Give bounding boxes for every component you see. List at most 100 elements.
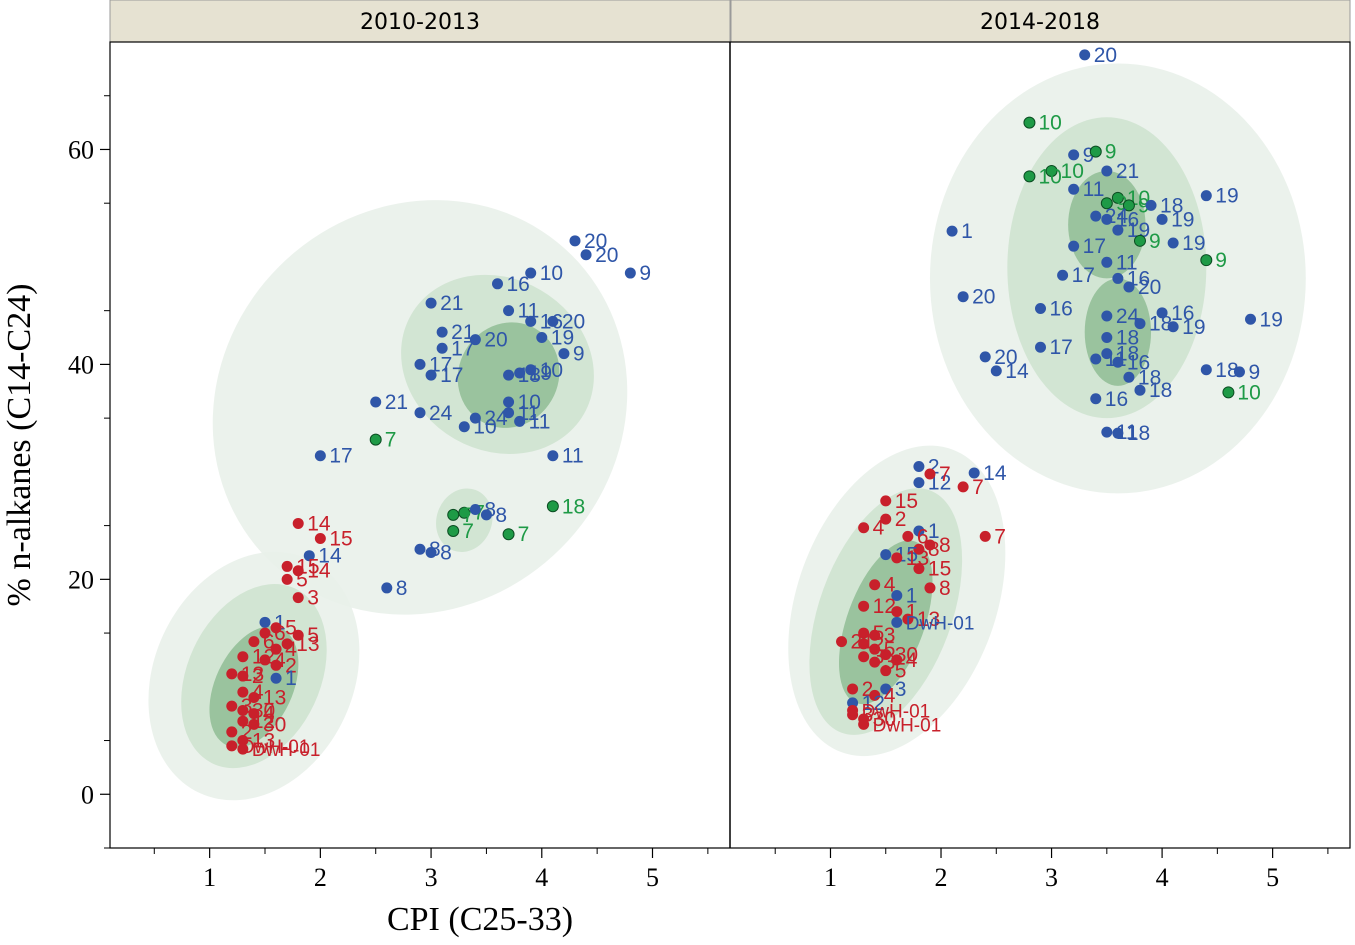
- data-point-red[interactable]: [226, 700, 238, 712]
- data-point-green[interactable]: [546, 500, 559, 513]
- data-point-blue[interactable]: [1167, 237, 1179, 249]
- data-point-red[interactable]: [248, 708, 260, 720]
- data-point-blue[interactable]: [1101, 256, 1113, 268]
- data-point-blue[interactable]: [1134, 318, 1146, 330]
- data-point-red[interactable]: [858, 600, 870, 612]
- data-point-blue[interactable]: [1156, 307, 1168, 319]
- data-point-blue[interactable]: [1123, 281, 1135, 293]
- data-point-blue[interactable]: [1079, 49, 1091, 61]
- data-point-blue[interactable]: [880, 683, 892, 695]
- data-point-blue[interactable]: [414, 358, 426, 370]
- data-point-red[interactable]: [226, 668, 238, 680]
- data-point-red[interactable]: [237, 715, 249, 727]
- data-point-green[interactable]: [1133, 234, 1146, 247]
- data-point-red[interactable]: [869, 656, 881, 668]
- data-point-red[interactable]: [979, 530, 991, 542]
- data-point-blue[interactable]: [880, 549, 892, 561]
- data-point-red[interactable]: [259, 627, 271, 639]
- data-point-red[interactable]: [248, 636, 260, 648]
- data-point-red[interactable]: [836, 636, 848, 648]
- data-point-blue[interactable]: [469, 334, 481, 346]
- data-point-blue[interactable]: [1245, 313, 1257, 325]
- data-point-red[interactable]: [259, 654, 271, 666]
- data-point-blue[interactable]: [990, 365, 1002, 377]
- data-point-blue[interactable]: [957, 291, 969, 303]
- data-point-green[interactable]: [1045, 164, 1058, 177]
- data-point-blue[interactable]: [525, 364, 537, 376]
- data-point-red[interactable]: [891, 654, 903, 666]
- data-point-blue[interactable]: [1167, 321, 1179, 333]
- data-point-red[interactable]: [891, 606, 903, 618]
- data-point-red[interactable]: [237, 704, 249, 716]
- data-point-red[interactable]: [858, 522, 870, 534]
- data-point-blue[interactable]: [1101, 348, 1113, 360]
- data-point-blue[interactable]: [503, 396, 515, 408]
- data-point-blue[interactable]: [1123, 371, 1135, 383]
- data-point-blue[interactable]: [979, 351, 991, 363]
- data-point-blue[interactable]: [480, 509, 492, 521]
- data-point-blue[interactable]: [259, 616, 271, 628]
- data-point-blue[interactable]: [303, 550, 315, 562]
- data-point-red[interactable]: [270, 643, 282, 655]
- data-point-green[interactable]: [1111, 191, 1124, 204]
- data-point-blue[interactable]: [425, 369, 437, 381]
- data-point-blue[interactable]: [1112, 224, 1124, 236]
- data-point-blue[interactable]: [946, 225, 958, 237]
- data-point-red[interactable]: [847, 704, 859, 716]
- data-point-red[interactable]: [913, 563, 925, 575]
- data-point-blue[interactable]: [1035, 341, 1046, 353]
- data-point-red[interactable]: [292, 565, 304, 577]
- data-point-blue[interactable]: [580, 249, 592, 261]
- data-point-blue[interactable]: [1090, 210, 1102, 222]
- data-point-blue[interactable]: [370, 396, 382, 408]
- data-point-red[interactable]: [957, 481, 969, 493]
- data-point-red[interactable]: [869, 629, 881, 641]
- data-point-blue[interactable]: [503, 407, 515, 419]
- data-point-green[interactable]: [447, 524, 460, 537]
- data-point-blue[interactable]: [1233, 366, 1245, 378]
- data-point-red[interactable]: [237, 670, 249, 682]
- data-point-red[interactable]: [858, 651, 870, 663]
- data-point-blue[interactable]: [458, 421, 470, 433]
- data-point-red[interactable]: [314, 532, 326, 544]
- data-point-blue[interactable]: [1101, 165, 1113, 177]
- data-point-blue[interactable]: [1156, 213, 1168, 225]
- data-point-blue[interactable]: [558, 348, 570, 360]
- data-point-red[interactable]: [880, 513, 892, 525]
- data-point-blue[interactable]: [436, 326, 448, 338]
- data-point-green[interactable]: [1222, 386, 1235, 399]
- data-point-blue[interactable]: [469, 503, 481, 515]
- data-point-red[interactable]: [880, 495, 892, 507]
- data-point-blue[interactable]: [536, 332, 548, 344]
- data-point-blue[interactable]: [891, 616, 903, 628]
- data-point-blue[interactable]: [1134, 384, 1146, 396]
- data-point-red[interactable]: [237, 651, 249, 663]
- data-point-blue[interactable]: [624, 267, 636, 279]
- data-point-red[interactable]: [270, 659, 282, 671]
- data-point-red[interactable]: [924, 539, 936, 551]
- data-point-blue[interactable]: [1068, 240, 1080, 252]
- data-point-red[interactable]: [292, 629, 304, 641]
- data-point-blue[interactable]: [1090, 393, 1102, 405]
- data-point-red[interactable]: [869, 643, 881, 655]
- data-point-red[interactable]: [924, 468, 936, 480]
- data-point-red[interactable]: [292, 592, 304, 604]
- data-point-red[interactable]: [858, 638, 870, 650]
- data-point-red[interactable]: [281, 638, 293, 650]
- data-point-blue[interactable]: [525, 267, 537, 279]
- data-point-blue[interactable]: [1200, 364, 1212, 376]
- data-point-blue[interactable]: [1112, 272, 1124, 284]
- data-point-blue[interactable]: [1112, 427, 1124, 439]
- data-point-red[interactable]: [226, 740, 238, 752]
- data-point-blue[interactable]: [569, 235, 581, 247]
- data-point-blue[interactable]: [547, 315, 559, 327]
- data-point-blue[interactable]: [1090, 353, 1102, 365]
- data-point-blue[interactable]: [1068, 149, 1080, 161]
- data-point-blue[interactable]: [414, 407, 426, 419]
- data-point-blue[interactable]: [381, 582, 393, 594]
- data-point-blue[interactable]: [1101, 213, 1113, 225]
- data-point-blue[interactable]: [1145, 199, 1157, 211]
- data-point-red[interactable]: [924, 582, 936, 594]
- data-point-blue[interactable]: [913, 460, 925, 472]
- data-point-blue[interactable]: [425, 297, 437, 309]
